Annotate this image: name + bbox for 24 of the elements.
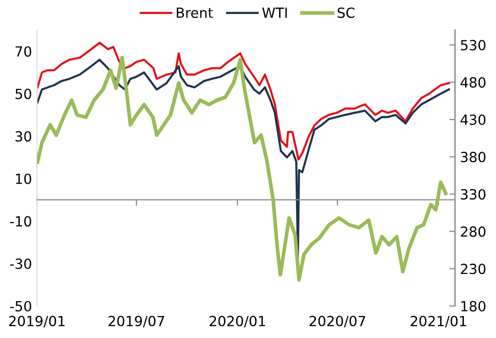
y-tick-label: -50	[10, 300, 32, 312]
y-tick-label: 10	[16, 174, 32, 184]
y-tick-label: 70	[16, 46, 32, 57]
x-tick-label: 2019/07	[108, 316, 164, 328]
legend-label: SC	[338, 7, 354, 18]
x-tick-label: 2020/01	[210, 316, 266, 328]
y-tick-label: 30	[16, 131, 32, 142]
y2-tick-label: 430	[460, 114, 486, 125]
y2-tick-label: 280	[460, 226, 486, 237]
x-tick-label: 2021/01	[410, 316, 466, 328]
legend-label: WTI	[262, 8, 287, 18]
y-tick-label: -30	[10, 258, 32, 270]
y2-tick-label: 330	[460, 189, 486, 200]
y2-tick-label: 180	[461, 300, 486, 312]
y2-tick-label: 530	[460, 40, 486, 50]
x-tick-label: 2019/01	[9, 316, 65, 328]
legend-label: Brent	[176, 8, 213, 18]
y-tick-label: -10	[10, 216, 32, 227]
x-tick-label: 2020/07	[310, 316, 366, 328]
y2-tick-label: 480	[460, 77, 486, 88]
y-tick-label: 50	[16, 88, 32, 100]
line-series	[37, 42, 450, 161]
y2-tick-label: 230	[460, 264, 486, 274]
y2-tick-label: 380	[460, 152, 486, 162]
